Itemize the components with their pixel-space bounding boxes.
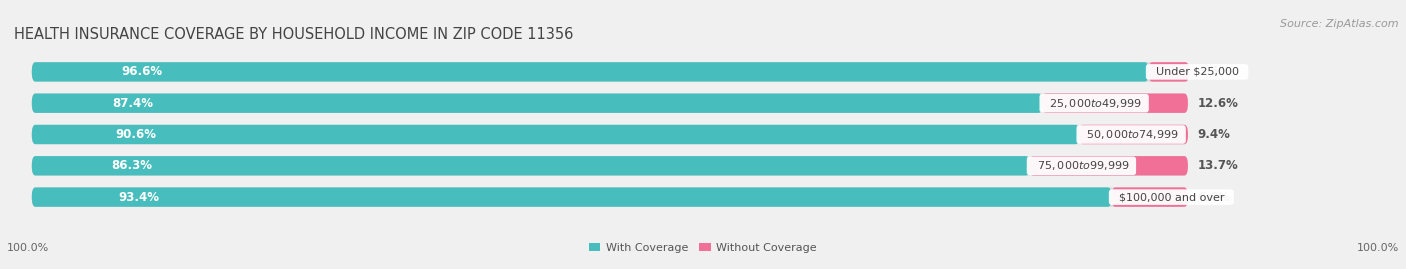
Text: $100,000 and over: $100,000 and over <box>1112 192 1232 202</box>
Text: 9.4%: 9.4% <box>1198 128 1230 141</box>
Text: $25,000 to $49,999: $25,000 to $49,999 <box>1042 97 1146 110</box>
Text: 86.3%: 86.3% <box>111 159 153 172</box>
Text: HEALTH INSURANCE COVERAGE BY HOUSEHOLD INCOME IN ZIP CODE 11356: HEALTH INSURANCE COVERAGE BY HOUSEHOLD I… <box>14 27 574 42</box>
Text: 100.0%: 100.0% <box>7 243 49 253</box>
FancyBboxPatch shape <box>32 94 1042 113</box>
FancyBboxPatch shape <box>32 94 1188 113</box>
FancyBboxPatch shape <box>32 125 1188 144</box>
FancyBboxPatch shape <box>32 62 1149 82</box>
FancyBboxPatch shape <box>1112 187 1188 207</box>
FancyBboxPatch shape <box>1080 125 1188 144</box>
FancyBboxPatch shape <box>32 156 1029 175</box>
FancyBboxPatch shape <box>32 125 1080 144</box>
Text: 12.6%: 12.6% <box>1198 97 1239 110</box>
Text: 87.4%: 87.4% <box>112 97 153 110</box>
Text: 100.0%: 100.0% <box>1357 243 1399 253</box>
Legend: With Coverage, Without Coverage: With Coverage, Without Coverage <box>589 243 817 253</box>
Text: 90.6%: 90.6% <box>115 128 156 141</box>
Text: $75,000 to $99,999: $75,000 to $99,999 <box>1029 159 1133 172</box>
Text: $50,000 to $74,999: $50,000 to $74,999 <box>1080 128 1182 141</box>
FancyBboxPatch shape <box>1029 156 1188 175</box>
FancyBboxPatch shape <box>1149 62 1189 82</box>
FancyBboxPatch shape <box>32 187 1188 207</box>
Text: Under $25,000: Under $25,000 <box>1149 67 1246 77</box>
FancyBboxPatch shape <box>32 187 1112 207</box>
Text: 3.5%: 3.5% <box>1198 65 1232 78</box>
Text: 96.6%: 96.6% <box>121 65 162 78</box>
Text: 6.6%: 6.6% <box>1198 191 1230 204</box>
Text: 93.4%: 93.4% <box>118 191 159 204</box>
FancyBboxPatch shape <box>1042 94 1188 113</box>
Text: Source: ZipAtlas.com: Source: ZipAtlas.com <box>1281 19 1399 29</box>
FancyBboxPatch shape <box>32 62 1188 82</box>
FancyBboxPatch shape <box>32 156 1188 175</box>
Text: 13.7%: 13.7% <box>1198 159 1239 172</box>
